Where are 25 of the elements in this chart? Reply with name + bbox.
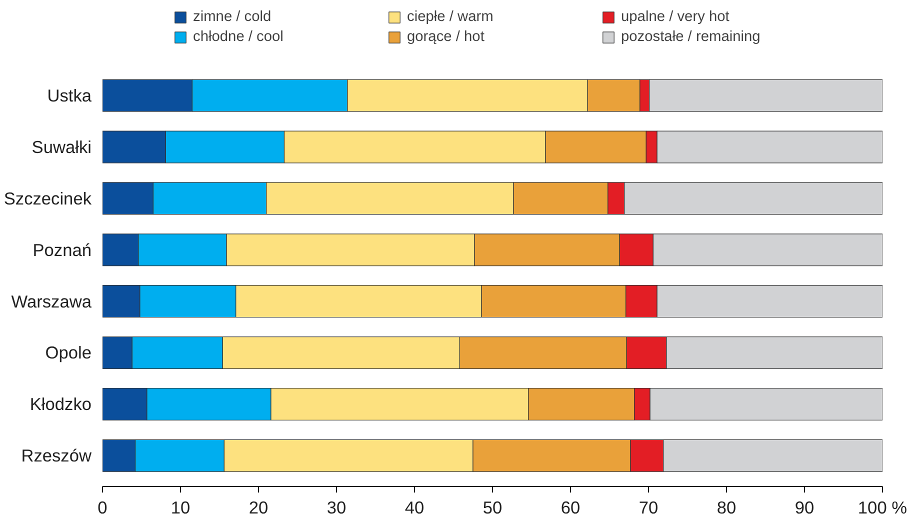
x-tick-label: 50 <box>482 498 502 518</box>
x-tick-label: 10 <box>170 498 190 518</box>
legend-label: zimne / cold <box>193 9 272 25</box>
x-tick-label: 0 <box>98 498 108 518</box>
x-tick-label: 70 <box>638 498 658 518</box>
y-tick-label: Suwałki <box>32 136 92 157</box>
legend-label: chłodne / cool <box>193 29 284 45</box>
y-tick-label: Rzeszów <box>21 446 92 466</box>
y-tick-label: Szczecinek <box>4 188 92 208</box>
legend-label: gorące / hot <box>407 29 486 45</box>
x-tick-label: 90 <box>794 498 814 518</box>
x-tick-label: 100 % <box>858 498 908 518</box>
y-tick-label: Ustka <box>47 86 92 106</box>
x-tick-label: 20 <box>248 498 268 518</box>
legend-label: upalne / very hot <box>621 9 730 25</box>
x-tick-label: 40 <box>404 498 424 518</box>
legend-label: ciepłe / warm <box>407 9 494 25</box>
x-tick-label: 30 <box>326 498 346 518</box>
y-tick-label: Warszawa <box>11 291 92 312</box>
y-tick-label: Opole <box>45 342 92 363</box>
y-tick-label: Kłodzko <box>30 394 92 414</box>
x-tick-label: 80 <box>716 498 736 518</box>
y-tick-label: Poznań <box>32 240 92 260</box>
legend-label: pozostałe / remaining <box>621 29 762 45</box>
x-tick-label: 60 <box>560 498 580 518</box>
